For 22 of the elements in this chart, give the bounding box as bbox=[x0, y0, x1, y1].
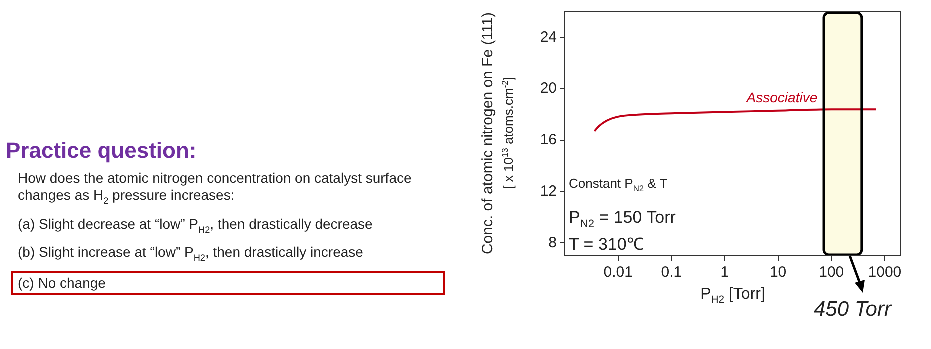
x-tick-label: 0.1 bbox=[661, 264, 682, 282]
x-tick-label: 100 bbox=[819, 264, 844, 282]
x-axis-title: P$_{H2}$ [Torr] bbox=[700, 286, 766, 306]
text: (b) Slight increase at “low” P$_{H2}$, then drastically increase bbox=[18, 244, 364, 262]
series-label: Associative bbox=[746, 89, 818, 106]
annotation: T = 310℃ bbox=[569, 234, 644, 255]
text: Practice question: bbox=[6, 138, 198, 164]
y-tick-label: 20 bbox=[540, 80, 557, 98]
y-tick-label: 8 bbox=[548, 234, 557, 252]
annotation: P$_{N2}$ = 150 Torr bbox=[569, 208, 676, 230]
text: How does the atomic nitrogen concentration on catalyst surface changes as H$_{2}$ pressure increases: bbox=[18, 170, 413, 208]
x-tick-label: 0.01 bbox=[604, 264, 633, 282]
text: (c) No change bbox=[11, 271, 445, 296]
x-tick-label: 1000 bbox=[868, 264, 902, 282]
y-tick-label: 24 bbox=[540, 28, 557, 46]
annotation: Constant P$_{N2}$ & T bbox=[569, 176, 668, 194]
y-tick-label: 16 bbox=[540, 132, 557, 149]
text: (a) Slight decrease at “low” P$_{H2}$, then drastically decrease bbox=[18, 216, 374, 235]
x-tick-label: 10 bbox=[770, 264, 787, 282]
x-tick-label: 1 bbox=[720, 264, 730, 282]
y-tick-label: 12 bbox=[540, 182, 557, 200]
band-label: 450 Torr bbox=[814, 298, 892, 322]
